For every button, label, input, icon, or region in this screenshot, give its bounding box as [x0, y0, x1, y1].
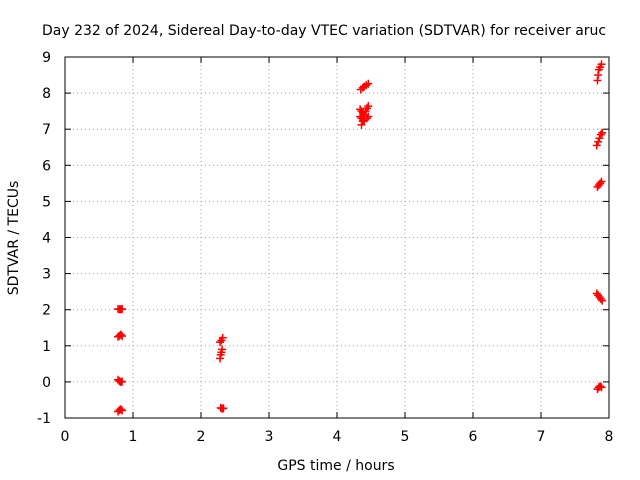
y-tick-label: -1	[37, 411, 51, 427]
grid	[65, 57, 609, 418]
data-point	[596, 130, 605, 139]
chart-title: Day 232 of 2024, Sidereal Day-to-day VTE…	[42, 23, 606, 39]
data-point	[596, 179, 605, 188]
y-axis-label: SDTVAR / TECUs	[6, 181, 22, 296]
y-tick-label: 0	[42, 375, 51, 391]
data-point	[597, 383, 606, 392]
x-tick-label: 1	[129, 429, 138, 445]
y-tick-label: 1	[42, 339, 51, 355]
data-point	[218, 345, 227, 354]
x-tick-label: 3	[265, 429, 274, 445]
y-tick-label: 3	[42, 267, 51, 283]
data-point	[364, 79, 373, 88]
data-point	[597, 177, 606, 186]
data-point	[596, 294, 605, 303]
data-point	[116, 405, 125, 414]
x-tick-label: 0	[61, 429, 70, 445]
data-point	[364, 112, 373, 121]
x-tick-label: 7	[537, 429, 546, 445]
data-point	[118, 377, 127, 386]
data-point	[362, 114, 371, 123]
data-point	[597, 60, 606, 69]
x-tick-label: 2	[197, 429, 206, 445]
data-point	[592, 141, 601, 150]
data-point	[598, 128, 607, 137]
data-point	[598, 296, 607, 305]
y-tick-label: 4	[42, 231, 51, 247]
data-point	[364, 102, 373, 111]
data-point	[356, 112, 365, 121]
x-tick-label: 8	[605, 429, 614, 445]
y-tick-label: 8	[42, 86, 51, 102]
y-tick-label: 6	[42, 158, 51, 174]
y-tick-label: 5	[42, 194, 51, 210]
data-point	[357, 120, 366, 129]
data-point	[118, 406, 127, 415]
data-point	[116, 330, 125, 339]
data-point	[596, 382, 605, 391]
x-tick-label: 4	[333, 429, 342, 445]
data-point	[219, 404, 228, 413]
y-tick-label: 9	[42, 50, 51, 66]
y-tick-label: 7	[42, 122, 51, 138]
x-tick-label: 5	[401, 429, 410, 445]
axis-ticks: 0 1 2 3 4 5 6 7 8 -1 0 1 2 3 4 5 6 7 8 9	[37, 50, 613, 445]
data-point	[118, 304, 127, 313]
data-point	[358, 117, 367, 126]
data-point	[594, 137, 603, 146]
data-series	[114, 60, 607, 416]
x-tick-label: 6	[469, 429, 478, 445]
data-point	[218, 333, 227, 342]
y-tick-label: 2	[42, 303, 51, 319]
data-point	[118, 332, 127, 341]
data-point	[216, 338, 225, 347]
data-point	[595, 134, 604, 143]
x-axis-label: GPS time / hours	[277, 458, 394, 474]
